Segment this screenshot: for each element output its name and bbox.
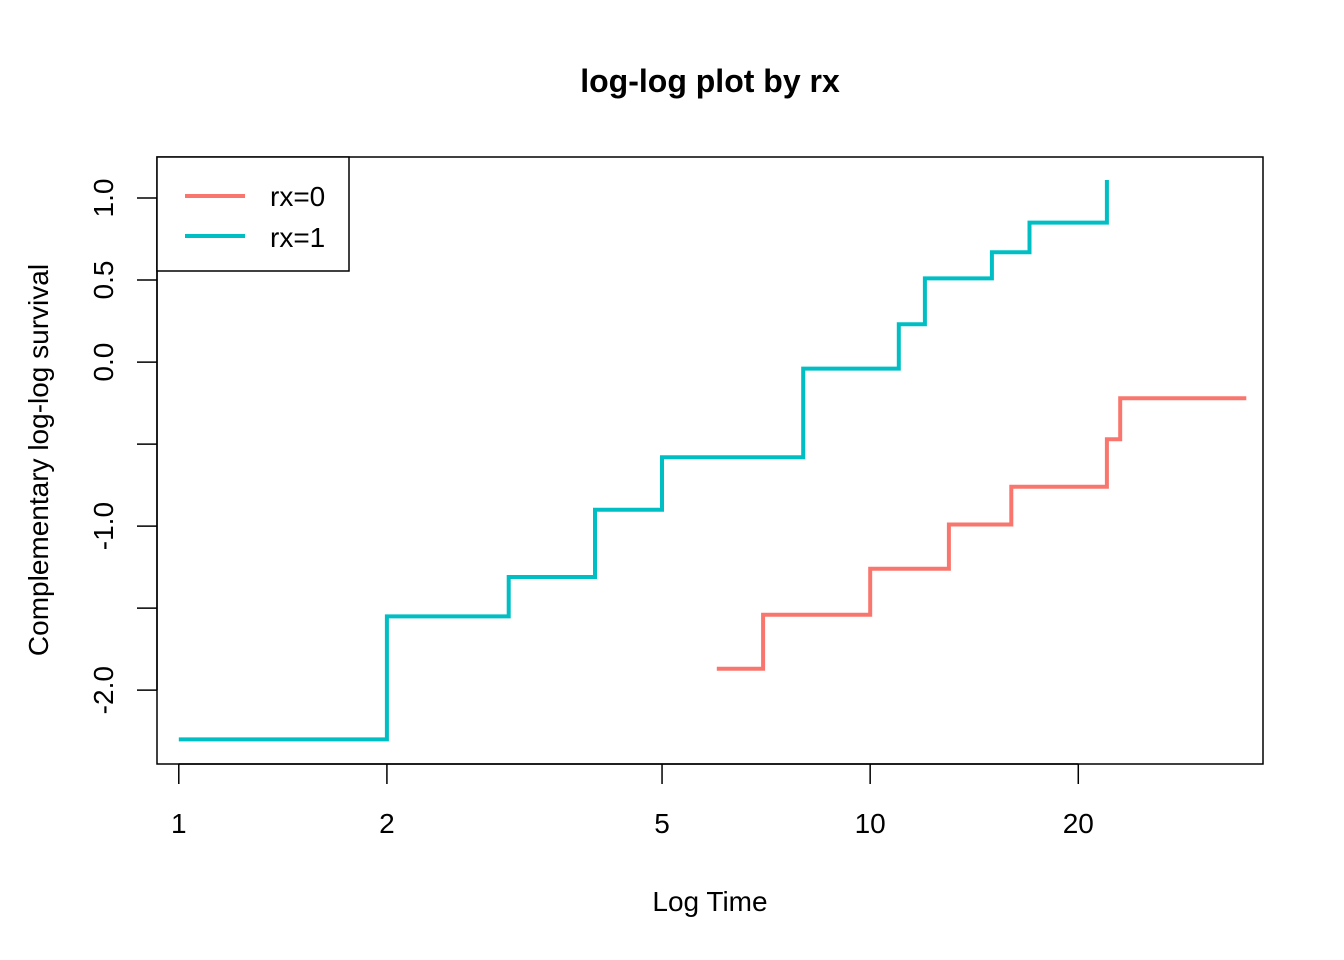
x-tick-label: 20 [1063,808,1094,839]
legend-label-rx1: rx=1 [270,222,325,253]
x-axis: 1 2 5 10 20 [171,763,1094,839]
x-axis-label: Log Time [652,886,767,917]
y-axis-label: Complementary log-log survival [23,264,54,656]
series-line-rx0 [716,396,1247,671]
series-line-rx1 [178,180,1109,742]
chart-title: log-log plot by rx [580,63,840,99]
x-tick-label: 2 [379,808,395,839]
legend: rx=0 rx=1 [156,156,350,272]
legend-label-rx0: rx=0 [270,181,325,212]
x-tick-label: 1 [171,808,187,839]
series-layer [178,180,1247,742]
y-tick-label: 0.0 [88,343,119,382]
y-tick-label: 1.0 [88,179,119,218]
y-tick-label: -2.0 [88,666,119,714]
y-tick-label: -1.0 [88,502,119,550]
y-tick-label: 0.5 [88,261,119,300]
x-tick-label: 5 [654,808,670,839]
y-axis: -2.0 -1.0 0.0 0.5 1.0 [88,179,158,714]
legend-box [156,156,350,272]
x-tick-label: 10 [855,808,886,839]
